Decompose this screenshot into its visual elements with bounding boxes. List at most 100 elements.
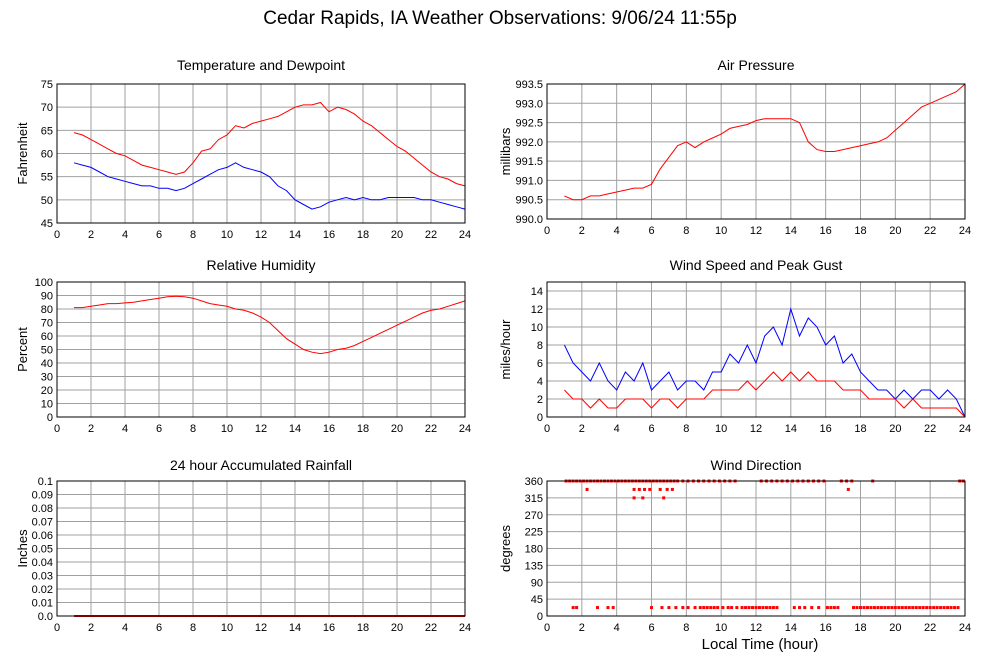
plot-frame [56, 83, 466, 224]
y-tick-label: 60 [41, 331, 53, 343]
x-tick-label: 18 [357, 423, 369, 435]
data-point [862, 606, 866, 610]
y-tick-label: 0.05 [32, 544, 53, 556]
chart-title: Wind Direction [710, 457, 801, 473]
y-axis-title: miles/hour [498, 319, 513, 380]
x-tick-label: 16 [820, 622, 832, 634]
y-axis-title: degrees [498, 525, 513, 572]
data-point [747, 606, 751, 610]
y-tick-label: 0.1 [38, 476, 53, 488]
y-tick-label: 50 [41, 195, 53, 207]
data-point [735, 606, 739, 610]
x-tick-label: 10 [715, 622, 727, 634]
data-point [716, 606, 720, 610]
data-point [681, 606, 685, 610]
series-line-1 [564, 83, 966, 201]
data-point [792, 606, 796, 610]
data-point [650, 606, 653, 610]
y-tick-label: 0.06 [32, 530, 53, 542]
data-point [764, 606, 768, 610]
plot-frame [546, 281, 966, 418]
x-tick-label: 14 [289, 229, 301, 241]
data-point [698, 606, 702, 610]
x-tick-label: 8 [190, 423, 196, 435]
series-line-2 [564, 371, 966, 418]
x-tick-label: 24 [959, 225, 971, 237]
x-tick-label: 12 [750, 622, 762, 634]
x-tick-label: 24 [459, 423, 471, 435]
data-point [730, 606, 734, 610]
y-axis-title: Inches [15, 529, 30, 568]
y-tick-label: 20 [41, 385, 53, 397]
data-point [637, 487, 641, 491]
x-tick-label: 10 [221, 423, 233, 435]
x-tick-label: 18 [854, 225, 866, 237]
data-point [726, 606, 730, 610]
x-tick-label: 0 [54, 229, 60, 241]
x-tick-label: 12 [255, 229, 267, 241]
data-point [693, 606, 697, 610]
x-tick-label: 6 [648, 622, 654, 634]
y-tick-label: 10 [41, 399, 53, 411]
y-tick-label: 60 [41, 149, 53, 161]
data-point [611, 606, 615, 610]
x-tick-label: 18 [854, 622, 866, 634]
data-point [825, 606, 829, 610]
x-tick-label: 2 [579, 622, 585, 634]
y-tick-label: 991.0 [515, 175, 543, 187]
data-point [846, 487, 850, 491]
x-tick-label: 2 [579, 225, 585, 237]
y-tick-label: 991.5 [515, 156, 543, 168]
x-tick-label: 16 [820, 423, 832, 435]
data-point [935, 606, 939, 610]
data-point [686, 606, 690, 610]
x-tick-label: 22 [425, 229, 437, 241]
data-point [667, 606, 671, 610]
x-tick-label: 8 [683, 622, 689, 634]
data-point [705, 606, 709, 610]
x-tick-label: 6 [156, 423, 162, 435]
y-tick-label: 0.08 [32, 503, 53, 515]
x-tick-label: 22 [924, 423, 936, 435]
y-tick-label: 6 [537, 358, 543, 370]
y-tick-label: 4 [537, 376, 543, 388]
data-point [928, 606, 932, 610]
x-tick-label: 14 [785, 423, 797, 435]
x-tick-label: 10 [221, 229, 233, 241]
y-tick-label: 45 [531, 594, 543, 606]
y-tick-label: 315 [525, 493, 543, 505]
x-tick-label: 24 [459, 229, 471, 241]
series-line-1 [74, 295, 466, 355]
y-tick-label: 10 [531, 322, 543, 334]
x-tick-label: 0 [544, 225, 550, 237]
y-tick-label: 0.09 [32, 490, 53, 502]
x-tick-label: 2 [88, 423, 94, 435]
data-point [869, 606, 873, 610]
x-tick-label: 18 [357, 229, 369, 241]
y-tick-label: 70 [41, 102, 53, 114]
series-line-1 [563, 307, 966, 418]
data-point [865, 606, 869, 610]
y-tick-label: 14 [531, 286, 543, 298]
x-tick-label: 18 [357, 622, 369, 634]
x-tick-label: 0 [54, 622, 60, 634]
data-point [893, 606, 897, 610]
x-tick-label: 4 [614, 225, 620, 237]
data-point [832, 606, 836, 610]
x-tick-label: 22 [425, 423, 437, 435]
data-point [949, 606, 953, 610]
x-tick-label: 20 [391, 423, 403, 435]
y-tick-label: 8 [537, 340, 543, 352]
data-point [932, 606, 936, 610]
y-tick-label: 50 [41, 345, 53, 357]
y-axis-title: Percent [15, 327, 30, 372]
data-point [836, 606, 840, 610]
x-tick-label: 4 [122, 229, 128, 241]
x-tick-label: 16 [820, 225, 832, 237]
data-point [754, 606, 758, 610]
x-tick-label: 16 [323, 423, 335, 435]
data-point [911, 606, 915, 610]
